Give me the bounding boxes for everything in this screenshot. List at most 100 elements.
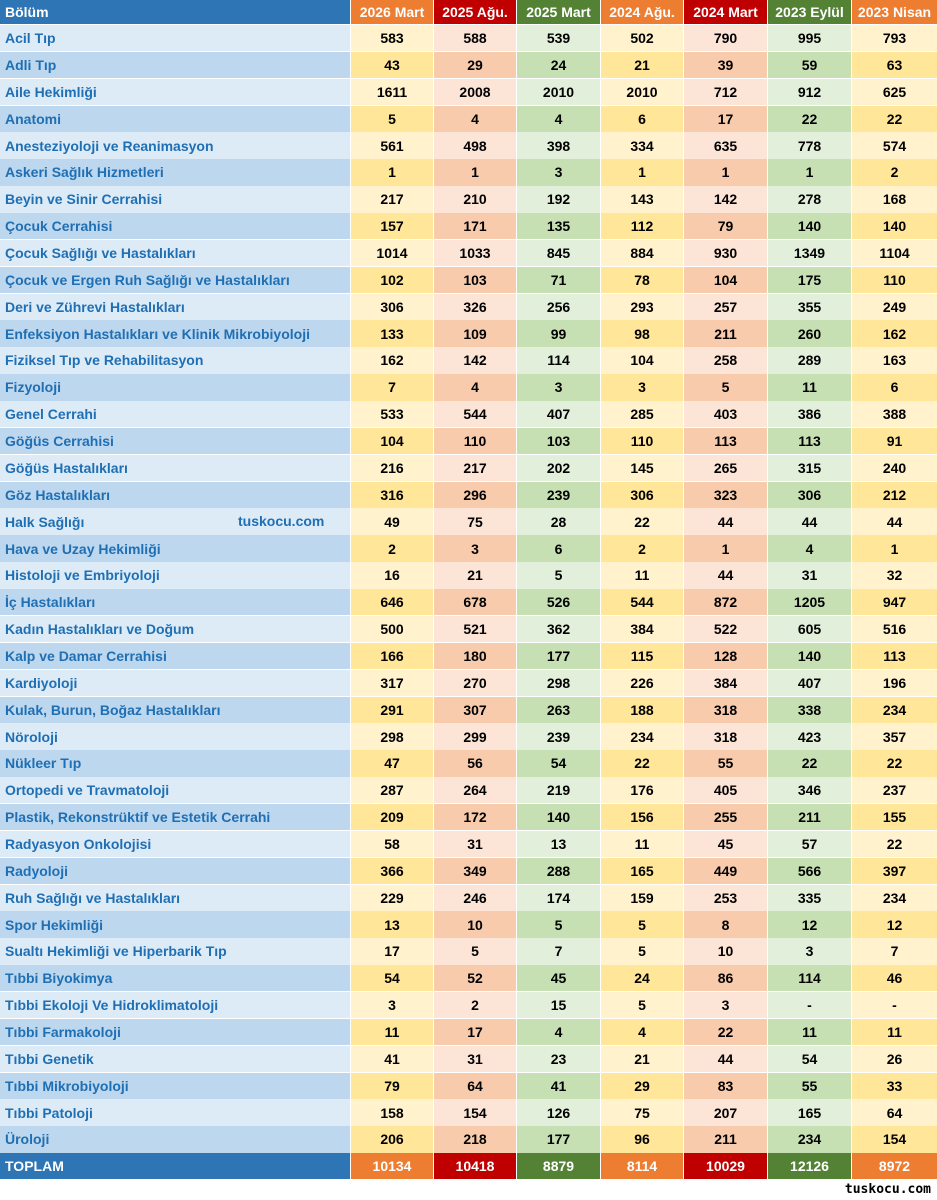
value-cell: 154 xyxy=(852,1126,937,1154)
value-cell: 166 xyxy=(351,642,434,671)
table-row: Nöroloji 298 299 239 234 318 423 357 xyxy=(0,723,937,751)
value-cell: 21 xyxy=(434,562,517,590)
department-cell: Radyoloji xyxy=(0,857,351,886)
value-cell: 45 xyxy=(517,965,601,993)
value-cell: 175 xyxy=(768,266,852,295)
value-cell: 2 xyxy=(852,159,937,187)
value-cell: 110 xyxy=(601,427,684,456)
value-cell: 3 xyxy=(351,991,434,1020)
value-cell: 7 xyxy=(852,938,937,966)
value-cell: 177 xyxy=(517,1126,601,1154)
value-cell: 162 xyxy=(852,320,937,348)
value-cell: 128 xyxy=(684,642,768,671)
table-row: Enfeksiyon Hastalıkları ve Klinik Mikrob… xyxy=(0,320,937,348)
table-row: Çocuk ve Ergen Ruh Sağlığı ve Hastalıkla… xyxy=(0,266,937,295)
value-cell: 159 xyxy=(601,884,684,912)
value-cell: 260 xyxy=(768,320,852,348)
value-cell: 157 xyxy=(351,213,434,241)
value-cell: 8 xyxy=(684,911,768,939)
value-cell: 407 xyxy=(517,401,601,429)
value-cell: 2025 Mart xyxy=(517,0,601,25)
value-cell: 43 xyxy=(351,51,434,80)
value-cell: - xyxy=(852,991,937,1020)
value-cell: 6 xyxy=(517,535,601,563)
value-cell: 1014 xyxy=(351,239,434,268)
value-cell: 154 xyxy=(434,1099,517,1127)
value-cell: 52 xyxy=(434,965,517,993)
value-cell: 168 xyxy=(852,186,937,214)
value-cell: 845 xyxy=(517,239,601,268)
value-cell: 605 xyxy=(768,615,852,644)
value-cell: 54 xyxy=(517,750,601,778)
value-cell: 5 xyxy=(517,562,601,590)
value-cell: 588 xyxy=(434,25,517,53)
value-cell: 103 xyxy=(434,266,517,295)
table-row: Anesteziyoloji ve Reanimasyon 561 498 398 33… xyxy=(0,132,937,160)
value-cell: 316 xyxy=(351,481,434,509)
value-cell: 33 xyxy=(852,1072,937,1100)
value-cell: 75 xyxy=(434,508,517,536)
value-cell: 113 xyxy=(852,642,937,671)
value-cell: 49 xyxy=(351,508,434,536)
value-cell: 28 xyxy=(517,508,601,536)
department-cell: Kalp ve Damar Cerrahisi xyxy=(0,642,351,671)
department-cell: İç Hastalıkları xyxy=(0,589,351,617)
value-cell: 263 xyxy=(517,696,601,724)
table-row: Kulak, Burun, Boğaz Hastalıkları 291 307 26… xyxy=(0,696,937,724)
value-cell: 41 xyxy=(517,1072,601,1100)
value-cell: 31 xyxy=(434,830,517,859)
value-cell: 158 xyxy=(351,1099,434,1127)
value-cell: 140 xyxy=(768,642,852,671)
value-cell: 207 xyxy=(684,1099,768,1127)
value-cell: 23 xyxy=(517,1045,601,1074)
value-cell: 174 xyxy=(517,884,601,912)
value-cell: 5 xyxy=(684,374,768,402)
value-cell: 126 xyxy=(517,1099,601,1127)
department-cell: Göğüs Cerrahisi xyxy=(0,427,351,456)
department-cell: Spor Hekimliği xyxy=(0,911,351,939)
value-cell: 355 xyxy=(768,293,852,321)
table-row: Üroloji 206 218 177 96 211 234 154 xyxy=(0,1126,937,1154)
value-cell: 234 xyxy=(852,884,937,912)
value-cell: 219 xyxy=(517,777,601,805)
value-cell: 3 xyxy=(517,374,601,402)
value-cell: 1 xyxy=(852,535,937,563)
value-cell: 544 xyxy=(434,401,517,429)
department-cell: Ruh Sağlığı ve Hastalıkları xyxy=(0,884,351,912)
value-cell: 188 xyxy=(601,696,684,724)
department-cell: Acil Tıp xyxy=(0,25,351,53)
department-cell: Askeri Sağlık Hizmetleri xyxy=(0,159,351,187)
value-cell: 142 xyxy=(434,347,517,375)
value-cell: 947 xyxy=(852,589,937,617)
value-cell: 498 xyxy=(434,132,517,160)
value-cell: 306 xyxy=(351,293,434,321)
table-row: Ortopedi ve Travmatoloji 287 264 219 176 405 3… xyxy=(0,777,937,805)
value-cell: 31 xyxy=(434,1045,517,1074)
table-row: Spor Hekimliği 13 10 5 5 8 12 12 xyxy=(0,911,937,939)
value-cell: 346 xyxy=(768,777,852,805)
value-cell: 104 xyxy=(601,347,684,375)
value-cell: 326 xyxy=(434,293,517,321)
department-cell: Enfeksiyon Hastalıkları ve Klinik Mikrob… xyxy=(0,320,351,348)
value-cell: 3 xyxy=(517,159,601,187)
value-cell: 140 xyxy=(768,213,852,241)
value-cell: 211 xyxy=(684,1126,768,1154)
value-cell: 113 xyxy=(684,427,768,456)
value-cell: 31 xyxy=(768,562,852,590)
value-cell: 318 xyxy=(684,696,768,724)
value-cell: 3 xyxy=(434,535,517,563)
value-cell: 192 xyxy=(517,186,601,214)
value-cell: 778 xyxy=(768,132,852,160)
value-cell: 287 xyxy=(351,777,434,805)
value-cell: 2025 Ağu. xyxy=(434,0,517,25)
value-cell: 240 xyxy=(852,454,937,483)
value-cell: 2024 Mart xyxy=(684,0,768,25)
value-cell: 1205 xyxy=(768,589,852,617)
value-cell: 574 xyxy=(852,132,937,160)
department-cell: Adli Tıp xyxy=(0,51,351,80)
value-cell: 55 xyxy=(684,750,768,778)
table-row: Tıbbi Patoloji 158 154 126 75 207 165 64 xyxy=(0,1099,937,1127)
table-row: Ruh Sağlığı ve Hastalıkları 229 246 174 159 2… xyxy=(0,884,937,912)
value-cell: 1 xyxy=(351,159,434,187)
department-cell: Tıbbi Mikrobiyoloji xyxy=(0,1072,351,1100)
